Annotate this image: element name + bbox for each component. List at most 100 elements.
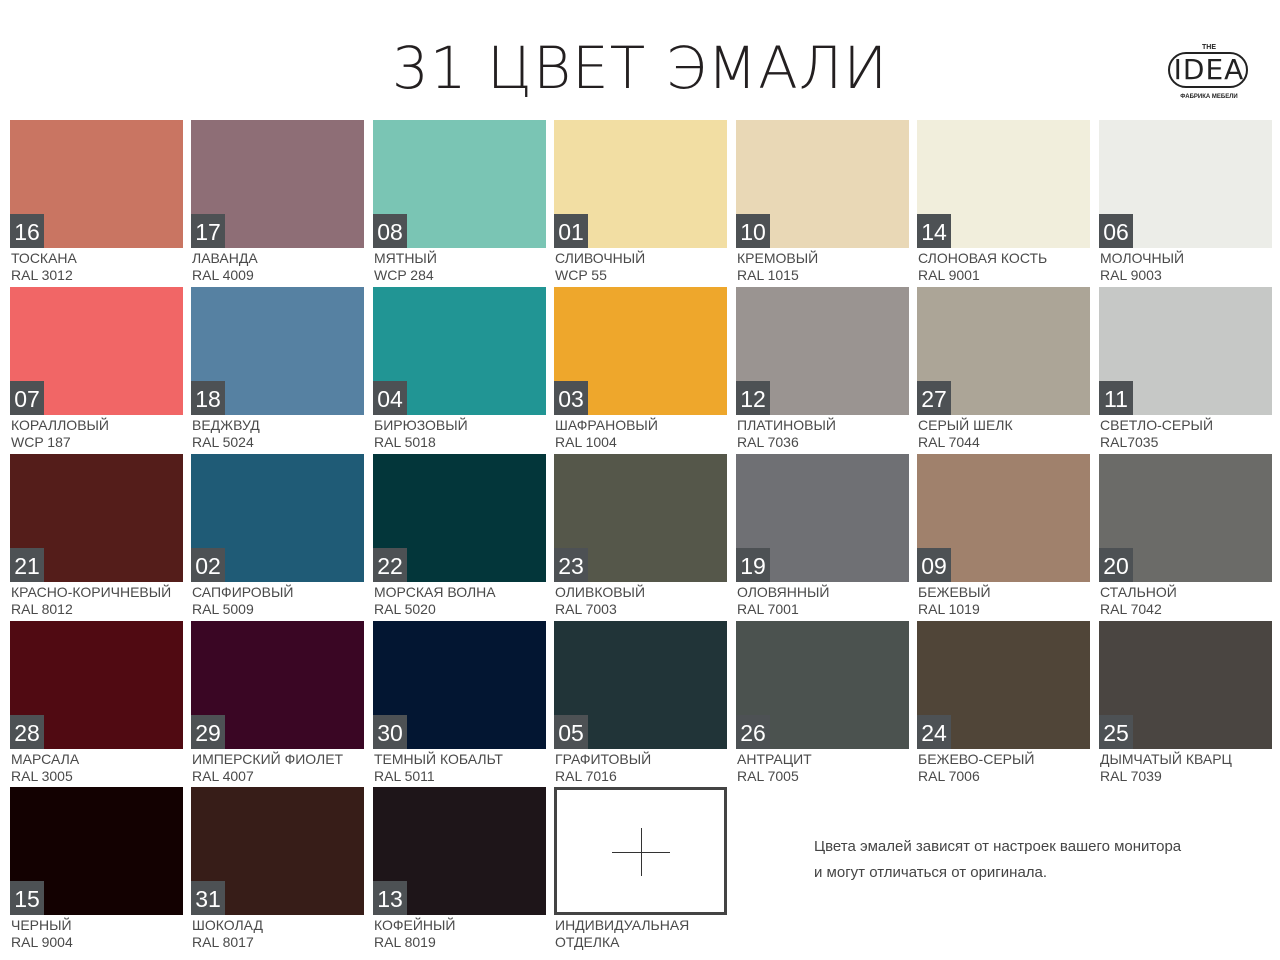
swatch-color[interactable]: 16: [10, 120, 183, 248]
swatch-color[interactable]: 29: [191, 621, 364, 749]
color-swatch[interactable]: 08 МЯТНЫЙ WCP 284: [373, 120, 546, 284]
swatch-color[interactable]: 26: [736, 621, 909, 749]
swatch-color[interactable]: 28: [10, 621, 183, 749]
swatch-number: 14: [917, 214, 951, 248]
swatch-name: ДЫМЧАТЫЙ КВАРЦ: [1100, 751, 1232, 767]
swatch-color[interactable]: 12: [736, 287, 909, 415]
swatch-color[interactable]: 04: [373, 287, 546, 415]
color-swatch[interactable]: 26 АНТРАЦИТ RAL 7005: [736, 621, 909, 785]
swatch-name: БИРЮЗОВЫЙ: [374, 417, 468, 433]
swatch-code: RAL 7016: [555, 768, 617, 784]
swatch-color[interactable]: 18: [191, 287, 364, 415]
color-swatch[interactable]: 15 ЧЕРНЫЙ RAL 9004: [10, 787, 183, 951]
swatch-code: WCP 284: [374, 267, 434, 283]
swatch-color[interactable]: 10: [736, 120, 909, 248]
swatch-name: ТОСКАНА: [11, 250, 77, 266]
swatch-code: RAL 7044: [918, 434, 980, 450]
swatch-number: 22: [373, 548, 407, 582]
swatch-name: СЛИВОЧНЫЙ: [555, 250, 646, 266]
color-swatch[interactable]: 07 КОРАЛЛОВЫЙ WCP 187: [10, 287, 183, 451]
color-swatch[interactable]: 19 ОЛОВЯННЫЙ RAL 7001: [736, 454, 909, 618]
color-swatch[interactable]: 14 СЛОНОВАЯ КОСТЬ RAL 9001: [917, 120, 1090, 284]
swatch-name: КРЕМОВЫЙ: [737, 250, 819, 266]
swatch-name: СЛОНОВАЯ КОСТЬ: [918, 250, 1048, 266]
note-line2: и могут отличаться от оригинала.: [814, 864, 1048, 881]
custom-label-line1: ИНДИВИДУАЛЬНАЯ: [555, 917, 690, 933]
color-swatch[interactable]: 02 САПФИРОВЫЙ RAL 5009: [191, 454, 364, 618]
page-title: 31 ЦВЕТ ЭМАЛИ: [391, 34, 889, 102]
color-swatch[interactable]: 06 МОЛОЧНЫЙ RAL 9003: [1099, 120, 1272, 284]
color-swatch[interactable]: 22 МОРСКАЯ ВОЛНА RAL 5020: [373, 454, 546, 618]
color-swatch[interactable]: 24 БЕЖЕВО-СЕРЫЙ RAL 7006: [917, 621, 1090, 785]
swatch-name: ШОКОЛАД: [192, 917, 263, 933]
swatch-number: 21: [10, 548, 44, 582]
color-swatch[interactable]: 30 ТЕМНЫЙ КОБАЛЬТ RAL 5011: [373, 621, 546, 785]
color-swatch[interactable]: 27 СЕРЫЙ ШЕЛК RAL 7044: [917, 287, 1090, 451]
swatch-code: RAL 5011: [374, 768, 435, 784]
swatch-color[interactable]: 31: [191, 787, 364, 915]
color-swatch[interactable]: 25 ДЫМЧАТЫЙ КВАРЦ RAL 7039: [1099, 621, 1272, 785]
color-swatch[interactable]: 09 БЕЖЕВЫЙ RAL 1019: [917, 454, 1090, 618]
color-swatch[interactable]: 13 КОФЕЙНЫЙ RAL 8019: [373, 787, 546, 951]
swatch-name: КОФЕЙНЫЙ: [374, 917, 456, 933]
swatch-color[interactable]: 09: [917, 454, 1090, 582]
swatch-color[interactable]: 06: [1099, 120, 1272, 248]
swatch-number: 01: [554, 214, 588, 248]
swatch-name: ЧЕРНЫЙ: [11, 917, 72, 933]
color-swatch[interactable]: 11 СВЕТЛО-СЕРЫЙ RAL7035: [1099, 287, 1272, 451]
swatch-color[interactable]: 02: [191, 454, 364, 582]
swatch-name: ОЛОВЯННЫЙ: [737, 584, 830, 600]
swatch-code: RAL 3012: [11, 267, 73, 283]
swatch-color[interactable]: 30: [373, 621, 546, 749]
color-swatch[interactable]: 18 ВЕДЖВУД RAL 5024: [191, 287, 364, 451]
swatch-number: 20: [1099, 548, 1133, 582]
color-swatch[interactable]: 12 ПЛАТИНОВЫЙ RAL 7036: [736, 287, 909, 451]
color-swatch[interactable]: 28 МАРСАЛА RAL 3005: [10, 621, 183, 785]
swatch-color[interactable]: 07: [10, 287, 183, 415]
swatch-color[interactable]: 24: [917, 621, 1090, 749]
swatch-number: 17: [191, 214, 225, 248]
swatch-number: 15: [10, 881, 44, 915]
swatch-color[interactable]: 17: [191, 120, 364, 248]
swatch-color[interactable]: 15: [10, 787, 183, 915]
swatch-code: RAL 9003: [1100, 267, 1162, 283]
swatch-color[interactable]: 03: [554, 287, 727, 415]
swatch-color[interactable]: 27: [917, 287, 1090, 415]
swatch-color[interactable]: 21: [10, 454, 183, 582]
custom-finish-box[interactable]: [554, 787, 727, 915]
color-swatch[interactable]: 16 ТОСКАНА RAL 3012: [10, 120, 183, 284]
swatch-color[interactable]: 25: [1099, 621, 1272, 749]
color-swatch[interactable]: 23 ОЛИВКОВЫЙ RAL 7003: [554, 454, 727, 618]
swatch-name: БЕЖЕВО-СЕРЫЙ: [918, 751, 1035, 767]
swatch-code: RAL 3005: [11, 768, 73, 784]
color-swatch[interactable]: 21 КРАСНО-КОРИЧНЕВЫЙ RAL 8012: [10, 454, 183, 618]
color-swatch[interactable]: 10 КРЕМОВЫЙ RAL 1015: [736, 120, 909, 284]
color-swatch[interactable]: 20 СТАЛЬНОЙ RAL 7042: [1099, 454, 1272, 618]
swatch-name: ОЛИВКОВЫЙ: [555, 584, 646, 600]
color-swatch[interactable]: 01 СЛИВОЧНЫЙ WCP 55: [554, 120, 727, 284]
custom-finish-swatch[interactable]: ИНДИВИДУАЛЬНАЯ ОТДЕЛКА: [554, 787, 727, 951]
swatch-code: RAL 5018: [374, 434, 436, 450]
swatch-color[interactable]: 05: [554, 621, 727, 749]
swatch-color[interactable]: 23: [554, 454, 727, 582]
swatch-number: 04: [373, 381, 407, 415]
swatch-color[interactable]: 19: [736, 454, 909, 582]
swatch-color[interactable]: 11: [1099, 287, 1272, 415]
color-swatch[interactable]: 04 БИРЮЗОВЫЙ RAL 5018: [373, 287, 546, 451]
color-swatch[interactable]: 03 ШАФРАНОВЫЙ RAL 1004: [554, 287, 727, 451]
swatch-color[interactable]: 13: [373, 787, 546, 915]
color-swatch[interactable]: 31 ШОКОЛАД RAL 8017: [191, 787, 364, 951]
swatch-color[interactable]: 14: [917, 120, 1090, 248]
swatch-name: ШАФРАНОВЫЙ: [555, 417, 658, 433]
swatch-name: СВЕТЛО-СЕРЫЙ: [1100, 417, 1214, 433]
swatch-color[interactable]: 01: [554, 120, 727, 248]
logo-frame: [1168, 52, 1248, 88]
swatch-color[interactable]: 08: [373, 120, 546, 248]
color-swatch[interactable]: 17 ЛАВАНДА RAL 4009: [191, 120, 364, 284]
swatch-code: RAL 5024: [192, 434, 254, 450]
color-swatch[interactable]: 29 ИМПЕРСКИЙ ФИОЛЕТ RAL 4007: [191, 621, 364, 785]
swatch-color[interactable]: 20: [1099, 454, 1272, 582]
swatch-code: RAL 7003: [555, 601, 617, 617]
color-swatch[interactable]: 05 ГРАФИТОВЫЙ RAL 7016: [554, 621, 727, 785]
swatch-color[interactable]: 22: [373, 454, 546, 582]
